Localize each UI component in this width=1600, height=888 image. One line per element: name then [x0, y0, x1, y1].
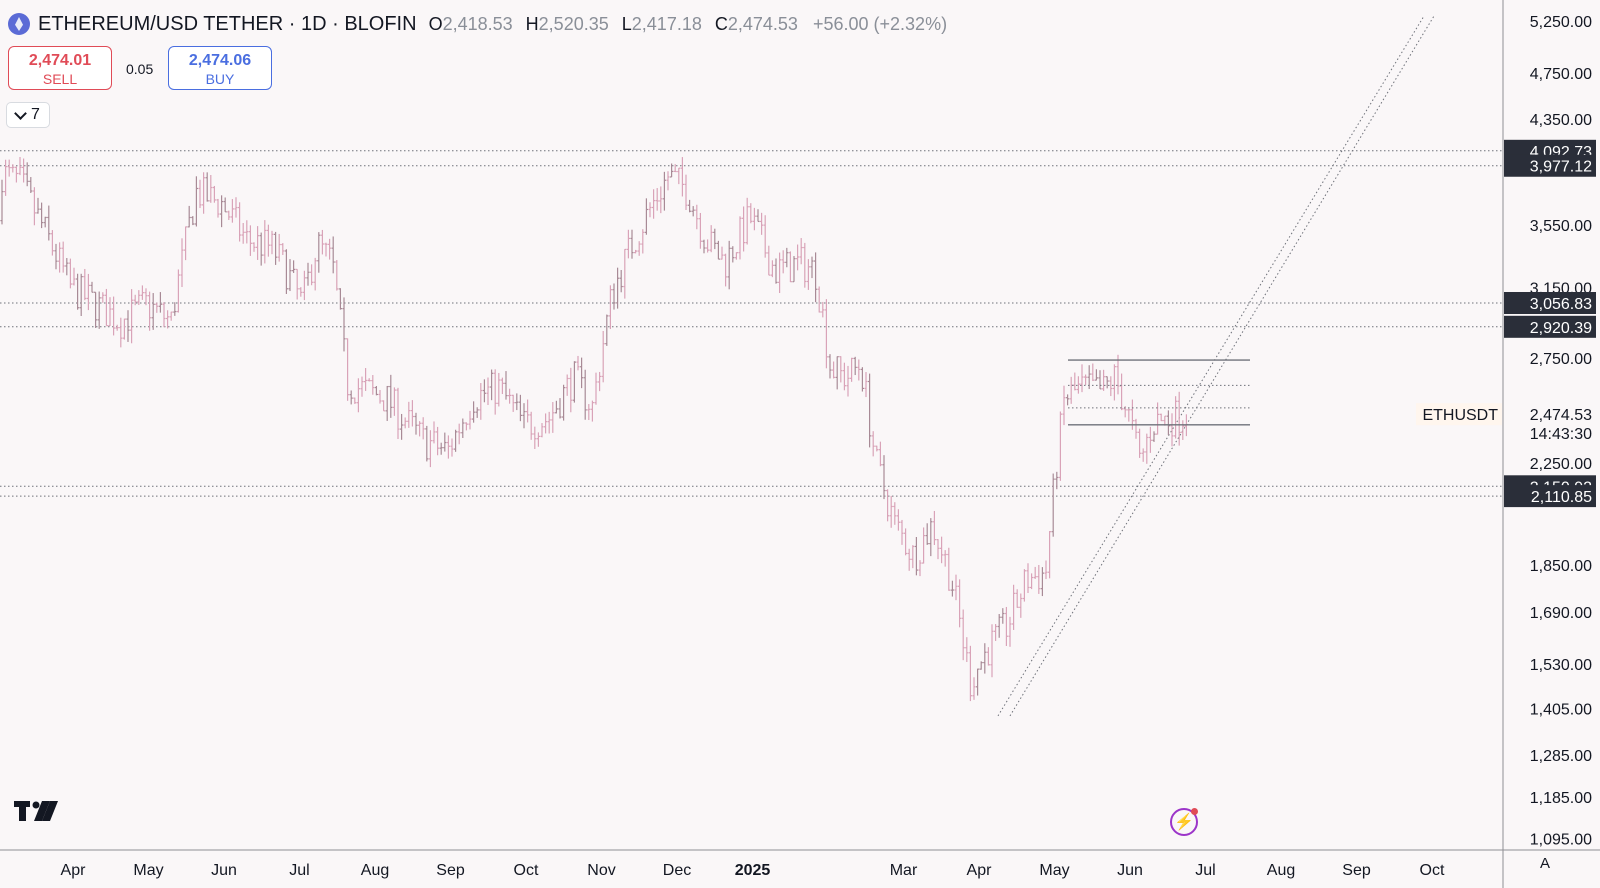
trendline-upper: [997, 15, 1425, 717]
time-tick-label: Mar: [890, 862, 918, 879]
indicators-count: 7: [31, 106, 40, 123]
ohlc-low: 2,417.18: [631, 13, 702, 34]
price-tick-label: 1,285.00: [1530, 748, 1592, 765]
ohlc-close-key: C: [714, 13, 728, 34]
ohlc-change: +56.00 (+2.32%): [812, 13, 948, 34]
price-tick-label: 4,350.00: [1530, 112, 1592, 129]
time-tick-label: Jun: [211, 862, 237, 879]
countdown-label: 14:43:30: [1530, 426, 1592, 443]
time-tick-label: Sep: [1342, 862, 1371, 879]
symbol-title[interactable]: ETHEREUM/USD TETHER · 1D · BLOFIN: [38, 12, 417, 35]
tradingview-logo-icon: [14, 801, 58, 821]
chevron-down-icon: [14, 106, 27, 120]
time-axis[interactable]: Apr May Jun Jul Aug Sep Oct Nov Dec 2025 Mar Apr May…: [61, 862, 1445, 879]
price-tick-label: 3,550.00: [1530, 218, 1592, 235]
price-tick-label: 2,750.00: [1530, 351, 1592, 368]
last-price-tag-bg: [1504, 403, 1596, 446]
indicators-toggle-button[interactable]: 7: [6, 102, 50, 128]
price-tick-label: 1,185.00: [1530, 790, 1592, 807]
symbol-tag-bg: [1416, 403, 1502, 426]
time-tick-label: Jul: [1195, 862, 1215, 879]
time-tick-label: Apr: [967, 862, 993, 879]
price-axis[interactable]: 5,250.004,750.004,350.003,550.003,150.00…: [1530, 14, 1592, 848]
level-tag-label: 3,056.83: [1530, 296, 1592, 313]
symbol-tag-label: ETHUSDT: [1422, 407, 1498, 424]
price-tick-label: 1,690.00: [1530, 605, 1592, 622]
level-tag-bg: [1504, 154, 1596, 177]
level-tag-bg: [1504, 315, 1596, 338]
ohlc-high-key: H: [525, 13, 539, 34]
ethereum-logo-icon: [8, 13, 30, 35]
time-tick-label: May: [133, 862, 163, 879]
time-tick-label: Sep: [436, 862, 465, 879]
last-price-label: 2,474.53: [1530, 407, 1592, 424]
ohlc-close: 2,474.53: [727, 13, 798, 34]
level-tag-label: 3,977.12: [1530, 159, 1592, 176]
buy-button[interactable]: 2,474.06 BUY: [168, 46, 272, 90]
spread-value: 0.05: [126, 61, 154, 77]
lightning-icon[interactable]: ⚡: [1170, 808, 1198, 836]
time-tick-label: Apr: [61, 862, 87, 879]
level-tag-label: 2,920.39: [1530, 320, 1592, 337]
tradingview-logo[interactable]: [14, 798, 58, 830]
range-rectangle[interactable]: [1068, 359, 1250, 426]
price-tick-label: 2,250.00: [1530, 456, 1592, 473]
buy-label: BUY: [205, 71, 235, 87]
time-tick-label: Oct: [514, 862, 539, 879]
price-tick-label: 1,405.00: [1530, 701, 1592, 718]
time-tick-label: May: [1039, 862, 1069, 879]
auto-scale-button[interactable]: A: [1540, 855, 1551, 872]
price-tick-label: 5,250.00: [1530, 14, 1592, 31]
ohlc-values: O2,418.53 H2,520.35 L2,417.18 C2,474.53 …: [429, 14, 948, 35]
sell-button[interactable]: 2,474.01 SELL: [8, 46, 112, 90]
time-tick-label: Jul: [289, 862, 309, 879]
ohlc-high: 2,520.35: [538, 13, 609, 34]
time-tick-label: Jun: [1117, 862, 1143, 879]
price-tick-label: 1,095.00: [1530, 831, 1592, 848]
level-tag-bg: [1504, 291, 1596, 314]
sell-price: 2,474.01: [28, 52, 92, 69]
chart-header: ETHEREUM/USD TETHER · 1D · BLOFIN O2,418…: [8, 10, 947, 38]
time-tick-label: Dec: [663, 862, 691, 879]
time-tick-label: Nov: [587, 862, 615, 879]
sell-label: SELL: [42, 71, 78, 87]
price-axis-tags: 4,092.733,977.123,056.832,920.392,150.92…: [1416, 139, 1596, 508]
price-tick-label: 1,850.00: [1530, 558, 1592, 575]
price-tick-label: 4,750.00: [1530, 66, 1592, 83]
ohlc-open: 2,418.53: [442, 13, 513, 34]
horizontal-level-lines: [0, 150, 1503, 497]
ohlc-bars: [0, 157, 1188, 702]
price-tick-label: 1,530.00: [1530, 657, 1592, 674]
ohlc-open-key: O: [428, 13, 443, 34]
ohlc-low-key: L: [621, 13, 632, 34]
time-tick-label: Oct: [1420, 862, 1445, 879]
time-tick-label: 2025: [735, 862, 771, 879]
trendline-lower: [1009, 15, 1435, 717]
time-tick-label: Aug: [361, 862, 389, 879]
buy-price: 2,474.06: [188, 52, 252, 69]
level-tag-bg: [1504, 485, 1596, 508]
trendline-channel[interactable]: [997, 15, 1435, 717]
level-tag-label: 2,110.85: [1531, 489, 1592, 506]
time-tick-label: Aug: [1267, 862, 1295, 879]
